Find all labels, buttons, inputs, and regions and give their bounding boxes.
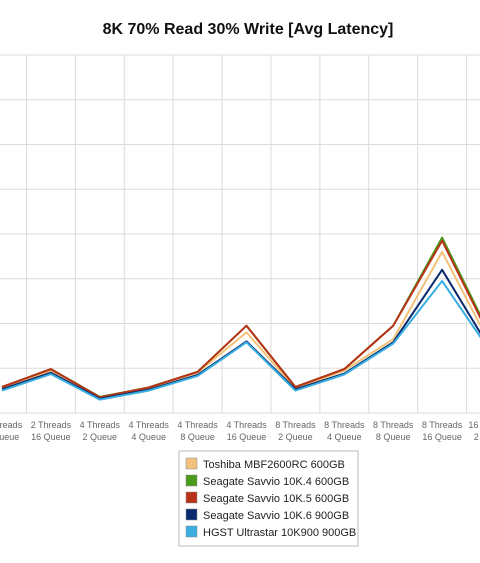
x-tick-label: 8 Threads — [324, 420, 365, 430]
legend: Toshiba MBF2600RC 600GB Seagate Savvio 10… — [178, 450, 359, 547]
series-line-2 — [1, 236, 480, 398]
x-tick-label: 16 Queue — [422, 432, 462, 442]
series-line-5 — [1, 280, 480, 401]
x-tick-label: 2 Queue — [278, 432, 313, 442]
legend-label: HGST Ultrastar 10K900 900GB — [203, 527, 356, 539]
x-tick-label: 8 Threads — [373, 420, 414, 430]
x-tick-label: 8 Threads — [422, 420, 463, 430]
x-tick-label: 2 Threads — [31, 420, 72, 430]
legend-swatch — [185, 508, 198, 521]
x-tick-label: 4 Threads — [177, 420, 218, 430]
x-tick-label: 4 Queue — [327, 432, 362, 442]
grid — [0, 54, 480, 414]
legend-swatch — [185, 525, 198, 538]
x-tick-label: 2 Threads — [0, 420, 23, 430]
x-tick-label: 16 Threads — [468, 420, 480, 430]
x-tick-label: 4 Queue — [131, 432, 166, 442]
legend-box — [178, 450, 359, 547]
legend-label: Toshiba MBF2600RC 600GB — [203, 459, 345, 471]
x-tick-label: 4 Threads — [226, 420, 267, 430]
legend-label: Seagate Savvio 10K.4 600GB — [203, 476, 349, 488]
x-tick-label: 8 Queue — [376, 432, 411, 442]
x-tick-label: 4 Threads — [129, 420, 170, 430]
x-tick-label: 16 Queue — [227, 432, 267, 442]
x-tick-label: 8 Threads — [275, 420, 316, 430]
chart-title: 8K 70% Read 30% Write [Avg Latency] — [103, 21, 394, 38]
series-lines — [1, 236, 480, 401]
x-tick-label: 2 Queue — [474, 432, 480, 442]
legend-swatch — [185, 474, 198, 487]
x-tick-label: 8 Queue — [180, 432, 215, 442]
x-tick-label: 8 Queue — [0, 432, 19, 442]
x-tick-label: 2 Queue — [83, 432, 118, 442]
legend-label: Seagate Savvio 10K.5 600GB — [203, 493, 349, 505]
legend-label: Seagate Savvio 10K.6 900GB — [203, 510, 349, 522]
x-tick-label: 16 Queue — [31, 432, 71, 442]
x-tick-label: 4 Threads — [80, 420, 121, 430]
legend-swatch — [185, 457, 198, 470]
legend-swatch — [185, 491, 198, 504]
x-axis-ticks: 2 Threads 8 Queue 2 Threads 16 Queue 4 Threa… — [0, 420, 480, 442]
series-line-4 — [1, 268, 480, 400]
series-line-3 — [1, 239, 480, 399]
